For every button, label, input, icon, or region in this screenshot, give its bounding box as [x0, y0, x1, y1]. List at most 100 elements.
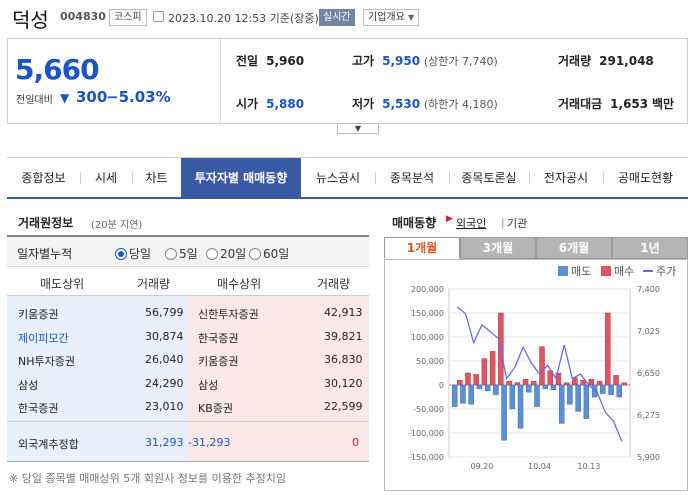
triangle-icon: ▶	[446, 214, 453, 224]
tab-analysis[interactable]: 종목분석	[389, 171, 435, 185]
radio-dot	[115, 248, 127, 260]
radio-5day[interactable]: 5일	[165, 245, 198, 262]
open-price: 시가 5,880	[236, 97, 305, 111]
expand-toggle-button[interactable]: ▼	[337, 123, 379, 134]
legend-swatch	[558, 266, 568, 276]
buyer-name[interactable]: 한국증권	[198, 332, 239, 345]
chevron-down-icon: ▼	[408, 13, 415, 22]
stock-code: 004830	[60, 10, 106, 23]
seller-name[interactable]: 제이피모간	[18, 332, 69, 345]
stock-name: 덕성	[12, 8, 49, 32]
tab-discussion[interactable]: 종목토론실	[461, 171, 517, 185]
footnote: ※ 당일 종목별 매매상위 5개 회원사 정보를 이용한 추정치임	[9, 472, 286, 485]
seller-name[interactable]: NH투자증권	[18, 355, 75, 368]
tab-quotes[interactable]: 시세	[94, 171, 118, 185]
calendar-icon	[153, 11, 164, 22]
header-sell-volume: 거래량	[137, 277, 171, 291]
legend-swatch	[601, 266, 611, 276]
change-label: 전일대비	[16, 95, 53, 106]
main-tabs: 종합정보 시세 차트 투자자별 매매동향 뉴스공시 종목분석 종목토론실 전자공…	[7, 157, 688, 199]
divider	[603, 172, 604, 184]
buyer-name[interactable]: 키움증권	[198, 355, 239, 368]
header-buy-top: 매수상위	[217, 277, 262, 291]
header-buy-volume: 거래량	[317, 277, 351, 291]
legend-label: 주가	[656, 265, 677, 278]
tab-investor-trading[interactable]: 투자자별 매매동향	[181, 158, 301, 198]
radio-label: 5일	[179, 247, 198, 261]
legend-label: 매수	[614, 265, 635, 278]
foreign-row-bg	[7, 421, 187, 461]
sell-column-bg	[7, 296, 187, 421]
prev-close: 전일 5,960	[236, 54, 305, 68]
seller-name[interactable]: 키움증권	[18, 308, 59, 321]
divider	[449, 172, 450, 184]
foreign-label: 외국계추정합	[18, 438, 79, 451]
trade-amount: 거래대금 1,653 백만	[558, 97, 675, 111]
market-badge: 코스피	[109, 9, 147, 26]
sell-volume: 23,010	[145, 400, 184, 413]
realtime-button[interactable]: 실시간	[319, 9, 355, 26]
radio-60day[interactable]: 60일	[249, 245, 289, 262]
buyer-name[interactable]: 신한투자증권	[198, 308, 259, 321]
filter-foreign[interactable]: 외국인	[456, 217, 487, 230]
broker-section-title: 거래원정보	[18, 216, 74, 230]
company-summary-dropdown[interactable]: 기업개요 ▼	[363, 9, 420, 26]
volume: 거래량 291,048	[558, 54, 654, 68]
quote-panel: 5,660 전일대비 ▼ 300 −5.03% 전일 5,960 시가 5,880 …	[7, 38, 688, 124]
foreign-net: -31,293	[188, 436, 231, 449]
trading-title: 매매동향	[392, 216, 437, 230]
radio-dot	[165, 248, 177, 260]
divider	[7, 235, 369, 237]
period-tab-6m[interactable]: 6개월	[536, 237, 612, 259]
radio-today[interactable]: 당일	[115, 245, 151, 262]
radio-20day[interactable]: 20일	[206, 245, 246, 262]
sell-volume: 30,874	[145, 330, 184, 343]
seller-name[interactable]: 삼성	[18, 379, 39, 392]
legend-price: 주가	[643, 263, 676, 279]
seller-name[interactable]: 한국증권	[18, 402, 59, 415]
period-selector: 일자별누적 당일 5일 20일 60일	[7, 237, 369, 267]
buy-volume: 36,830	[324, 353, 363, 366]
tab-disclosure[interactable]: 전자공시	[543, 171, 589, 185]
divider	[132, 172, 133, 184]
tab-chart[interactable]: 차트	[145, 171, 168, 185]
divider	[7, 461, 369, 462]
company-summary-label: 기업개요	[368, 12, 405, 23]
stock-header: 덕성 004830 코스피 2023.10.20 12:53 기준(장중) 실시…	[0, 0, 694, 37]
tab-short-selling[interactable]: 공매도현황	[617, 171, 674, 185]
broker-table-header: 매도상위 거래량 매수상위 거래량	[7, 268, 369, 296]
period-tab-3m[interactable]: 3개월	[460, 237, 536, 259]
high-price: 고가 5,950 (상한가 7,740)	[352, 54, 498, 68]
filter-institution[interactable]: 기관	[507, 217, 528, 230]
foreign-sell: 31,293	[145, 436, 184, 449]
period-tab-1y[interactable]: 1년	[612, 237, 688, 259]
delay-note: (20분 지연)	[91, 220, 143, 231]
buy-volume: 22,599	[324, 400, 363, 413]
buy-volume: 39,821	[324, 330, 363, 343]
down-arrow-icon: ▼	[60, 91, 70, 105]
radio-dot	[249, 248, 261, 260]
sell-volume: 56,799	[145, 306, 184, 319]
radio-dot	[206, 248, 218, 260]
period-tab-1m[interactable]: 1개월	[384, 237, 460, 259]
divider	[529, 172, 530, 184]
trading-chart-frame	[384, 259, 688, 491]
buyer-name[interactable]: KB증권	[198, 402, 233, 415]
quote-datetime: 2023.10.20 12:53 기준(장중)	[168, 12, 319, 25]
buy-column-bg	[187, 296, 369, 421]
radio-label: 60일	[263, 247, 290, 261]
cumulative-label: 일자별누적	[17, 247, 73, 261]
radio-label: 당일	[129, 247, 152, 261]
tab-overview[interactable]: 종합정보	[21, 171, 66, 185]
current-price: 5,660	[15, 53, 100, 86]
low-price: 저가 5,530 (하한가 4,180)	[352, 97, 498, 111]
buy-volume: 30,120	[324, 377, 363, 390]
legend-swatch	[643, 270, 653, 272]
divider	[220, 39, 221, 123]
sell-volume: 26,040	[145, 353, 184, 366]
price-change-percent: −5.03%	[106, 88, 171, 106]
buyer-name[interactable]: 삼성	[198, 379, 219, 392]
foreign-buy: 0	[352, 436, 359, 449]
tab-news[interactable]: 뉴스공시	[315, 171, 361, 185]
legend-sell: 매도	[558, 263, 591, 279]
